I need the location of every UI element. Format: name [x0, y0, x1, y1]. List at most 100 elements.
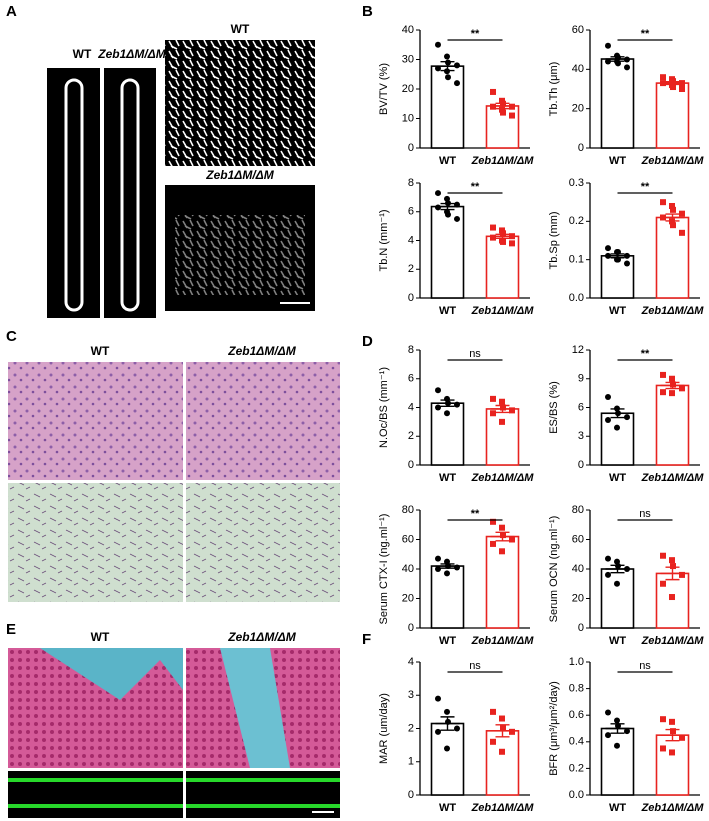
y-tick-label: 9	[578, 373, 584, 385]
data-point	[669, 557, 675, 564]
y-tick-label: 60	[402, 533, 414, 545]
y-tick-label: 1.0	[569, 656, 584, 668]
data-point	[499, 418, 505, 425]
data-point	[499, 548, 505, 555]
data-point	[444, 68, 450, 75]
data-point	[660, 580, 666, 587]
bone-image	[47, 68, 100, 318]
data-point	[660, 745, 666, 752]
data-point	[500, 725, 506, 732]
bone-image	[104, 68, 156, 318]
data-point	[624, 252, 630, 259]
data-point	[499, 715, 505, 722]
y-tick-label: 80	[572, 504, 584, 516]
data-point	[445, 200, 451, 207]
data-point	[445, 563, 451, 570]
data-point	[669, 594, 675, 601]
y-tick-label: 0	[408, 292, 414, 304]
y-tick-label: 0	[408, 459, 414, 471]
data-point	[500, 230, 506, 237]
x-tick-label: Zeb1ΔM/ΔM	[641, 802, 705, 814]
y-tick-label: 80	[402, 504, 414, 516]
significance-label: ns	[469, 348, 481, 360]
panel-letter: A	[6, 3, 17, 20]
y-tick-label: 0.1	[569, 254, 584, 266]
error-bar	[660, 213, 685, 222]
x-tick-label: WT	[609, 802, 626, 814]
data-point	[605, 416, 611, 423]
data-point	[669, 390, 675, 397]
data-point	[490, 103, 496, 110]
x-tick-label: WT	[439, 472, 456, 484]
data-point	[454, 564, 460, 571]
data-point	[509, 233, 515, 240]
data-point	[605, 555, 611, 562]
x-tick-label: WT	[609, 635, 626, 647]
data-point	[679, 80, 685, 87]
data-point	[509, 536, 515, 543]
data-point	[444, 570, 450, 577]
y-tick-label: 12	[572, 344, 584, 356]
data-point	[679, 571, 685, 578]
data-point	[509, 407, 515, 414]
data-point	[500, 532, 506, 539]
bar	[655, 384, 690, 466]
y-tick-label: 3	[408, 689, 414, 701]
y-axis-label: ES/BS (%)	[548, 381, 560, 434]
data-point	[454, 215, 460, 222]
data-point	[435, 387, 441, 394]
x-tick-label: Zeb1ΔM/ΔM	[641, 305, 705, 317]
image-label: WT	[231, 22, 250, 36]
x-tick-label: Zeb1ΔM/ΔM	[641, 155, 705, 167]
data-point	[614, 717, 620, 724]
panel-letter: C	[6, 328, 17, 345]
data-point	[669, 218, 675, 225]
data-point	[490, 234, 496, 241]
data-point	[444, 53, 450, 60]
y-axis-label: BV/TV (%)	[378, 63, 390, 115]
data-point	[499, 524, 505, 531]
data-point	[500, 109, 506, 116]
significance-label: **	[641, 28, 650, 40]
bar	[485, 235, 520, 299]
significance-label: **	[641, 181, 650, 193]
bone-stain	[40, 648, 183, 700]
data-point	[605, 58, 611, 65]
data-point	[615, 563, 621, 570]
data-point	[435, 728, 441, 735]
y-tick-label: 4	[408, 234, 414, 246]
data-point	[444, 708, 450, 715]
data-point	[500, 100, 506, 107]
x-tick-label: WT	[439, 635, 456, 647]
y-axis-label: MAR (um/day)	[378, 693, 390, 764]
significance-label: ns	[639, 660, 651, 672]
data-point	[490, 708, 496, 715]
panel-letter: F	[362, 631, 371, 648]
image-label: WT	[91, 344, 110, 358]
data-point	[660, 552, 666, 559]
data-point	[445, 59, 451, 66]
data-point	[435, 555, 441, 562]
y-tick-label: 0.3	[569, 177, 584, 189]
x-tick-label: WT	[439, 802, 456, 814]
y-tick-label: 0	[578, 459, 584, 471]
data-point	[660, 371, 666, 378]
y-tick-label: 2	[408, 430, 414, 442]
data-point	[679, 210, 685, 217]
image-label: Zeb1ΔM/ΔM	[205, 168, 274, 182]
data-point	[614, 580, 620, 587]
x-tick-label: Zeb1ΔM/ΔM	[471, 472, 535, 484]
significance-label: **	[471, 508, 480, 520]
y-tick-label: 40	[402, 563, 414, 575]
data-point	[669, 203, 675, 209]
data-point	[435, 41, 441, 48]
bone-outline	[64, 78, 84, 312]
data-point	[614, 405, 620, 412]
data-point	[445, 211, 451, 218]
microct-texture	[175, 215, 305, 295]
x-tick-label: WT	[609, 305, 626, 317]
x-tick-label: WT	[609, 472, 626, 484]
y-tick-label: 0.2	[569, 215, 584, 227]
y-tick-label: 4	[408, 401, 414, 413]
